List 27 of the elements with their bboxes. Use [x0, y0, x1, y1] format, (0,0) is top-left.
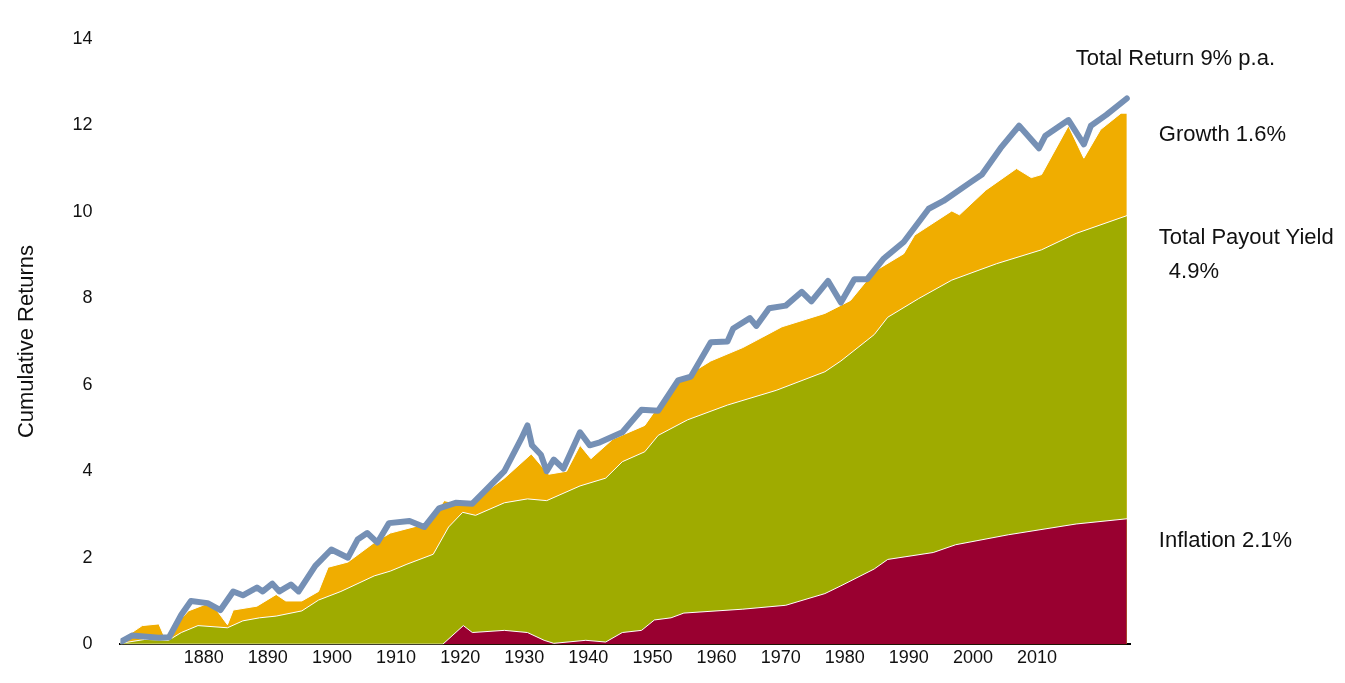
- x-tick-label: 1890: [247, 646, 288, 667]
- y-tick-label: 8: [82, 287, 93, 308]
- x-tick-label: 1930: [504, 646, 545, 667]
- x-tick-label: 1920: [440, 646, 481, 667]
- y-tick-label: 10: [72, 200, 93, 221]
- series-label: Total Payout Yield 4.9%: [1158, 223, 1334, 283]
- x-tick-label: 1970: [760, 646, 801, 667]
- x-tick-label: 2010: [1017, 646, 1058, 667]
- x-tick-label: 1980: [824, 646, 865, 667]
- x-tick-label: 1940: [568, 646, 609, 667]
- x-tick-label: 2000: [952, 646, 993, 667]
- x-tick-label: 1990: [888, 646, 929, 667]
- x-tick-label: 1880: [183, 646, 224, 667]
- y-tick-label: 2: [82, 546, 93, 567]
- y-tick-label: 12: [72, 114, 93, 135]
- series-label: Growth 1.6%: [1158, 121, 1286, 147]
- x-tick-label: 1900: [311, 646, 352, 667]
- x-tick-label: 1960: [696, 646, 737, 667]
- x-tick-label: 1950: [632, 646, 673, 667]
- text: Total Return 9% p.a.: [1075, 44, 1275, 70]
- y-tick-label: 4: [82, 460, 93, 481]
- x-tick-label: 1910: [376, 646, 417, 667]
- y-axis-title: Cumulative Returns: [13, 244, 39, 439]
- y-tick-label: 14: [72, 27, 93, 48]
- y-tick-label: 0: [82, 633, 93, 654]
- series-label: Inflation 2.1%: [1158, 526, 1293, 552]
- y-tick-label: 6: [82, 373, 93, 394]
